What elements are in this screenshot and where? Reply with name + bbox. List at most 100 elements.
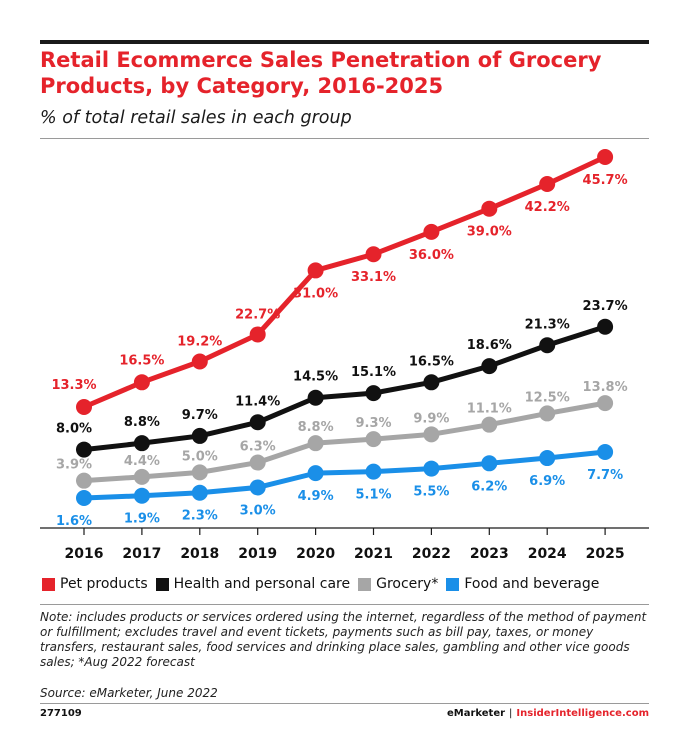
- pet-products-label-2021: 33.1%: [351, 270, 396, 285]
- food-and-beverage-label-2025: 7.7%: [587, 468, 623, 483]
- health-and-personal-care-label-2019: 11.4%: [235, 394, 280, 409]
- health-and-personal-care-point-2024: [539, 337, 556, 354]
- chart-source: Source: eMarketer, June 2022: [40, 686, 218, 700]
- legend-label-food-and-beverage: Food and beverage: [464, 576, 600, 592]
- health-and-personal-care-label-2016: 8.0%: [56, 422, 92, 437]
- grocery-label-2018: 5.0%: [182, 449, 218, 464]
- grocery-point-2017: [133, 468, 150, 485]
- legend-swatch-grocery: [358, 577, 372, 591]
- line-chart: 13.3% 16.5% 19.2% 22.7% 31.0% 33.1% 36.0% 39.0%…: [40, 149, 649, 562]
- health-and-personal-care-point-2019: [249, 414, 266, 431]
- health-and-personal-care-label-2017: 8.8%: [124, 415, 160, 430]
- legend-label-grocery: Grocery*: [376, 576, 439, 592]
- legend-item-grocery: Grocery*: [358, 576, 438, 592]
- legend-item-pet-products: Pet products: [42, 576, 148, 592]
- pet-products-line: [81, 154, 608, 410]
- x-tick-label-2017: 2017: [122, 546, 161, 562]
- health-and-personal-care-label-2023: 18.6%: [467, 338, 512, 353]
- food-and-beverage-label-2022: 5.5%: [413, 485, 449, 500]
- food-and-beverage-label-2016: 1.6%: [56, 514, 92, 529]
- food-and-beverage-label-2021: 5.1%: [355, 488, 391, 503]
- chart-subtitle: % of total retail sales in each group: [40, 108, 352, 128]
- chart-id: 277109: [40, 708, 82, 719]
- grocery-label-2016: 3.9%: [56, 458, 92, 473]
- pet-products-label-2023: 39.0%: [467, 225, 512, 240]
- grocery-point-2016: [76, 472, 92, 489]
- legend-label-pet-products: Pet products: [60, 576, 148, 592]
- pet-products-point-2021: [365, 246, 382, 263]
- pet-products-point-2024: [539, 176, 556, 193]
- food-and-beverage-point-2018: [191, 484, 208, 501]
- food-and-beverage-point-2019: [249, 479, 266, 496]
- food-and-beverage-point-2024: [539, 450, 556, 467]
- food-and-beverage-label-2024: 6.9%: [529, 474, 565, 489]
- footer-divider: [40, 604, 649, 605]
- health-and-personal-care-label-2020: 14.5%: [293, 370, 338, 385]
- chart-note: Note: includes products or services orde…: [40, 610, 647, 669]
- grocery-point-2020: [307, 435, 324, 452]
- grocery-point-2023: [481, 416, 498, 433]
- x-tick-label-2025: 2025: [586, 546, 625, 562]
- brand-insiderintelligence[interactable]: InsiderIntelligence.com: [516, 708, 649, 719]
- grocery-point-2019: [249, 454, 266, 471]
- food-and-beverage-label-2020: 4.9%: [298, 489, 334, 504]
- grocery-point-2018: [191, 464, 208, 481]
- food-and-beverage-point-2025: [597, 444, 614, 460]
- top-rule: [40, 40, 649, 44]
- pet-products-label-2024: 42.2%: [525, 200, 570, 215]
- health-and-personal-care-point-2025: [597, 318, 614, 335]
- grocery-label-2017: 4.4%: [124, 454, 160, 469]
- health-and-personal-care-point-2022: [423, 374, 440, 391]
- grocery-label-2025: 13.8%: [583, 380, 628, 395]
- x-tick-label-2018: 2018: [180, 546, 219, 562]
- grocery-line: [81, 400, 608, 484]
- grocery-point-2021: [365, 431, 382, 448]
- grocery-label-2020: 8.8%: [298, 420, 334, 435]
- food-and-beverage-point-2020: [307, 465, 324, 482]
- health-and-personal-care-point-2018: [191, 427, 208, 444]
- legend-item-food-and-beverage: Food and beverage: [446, 576, 599, 592]
- chart-title: Retail Ecommerce Sales Penetration of Gr…: [40, 48, 602, 98]
- grocery-label-2022: 9.9%: [413, 411, 449, 426]
- health-and-personal-care-label-2022: 16.5%: [409, 354, 454, 369]
- pet-products-point-2022: [423, 223, 440, 240]
- health-and-personal-care-point-2016: [76, 441, 92, 458]
- health-and-personal-care-line: [81, 324, 608, 453]
- x-tick-label-2016: 2016: [65, 546, 104, 562]
- pet-products-label-2018: 19.2%: [177, 334, 222, 349]
- food-and-beverage-point-2022: [423, 460, 440, 477]
- grocery-point-2022: [423, 426, 440, 443]
- pet-products-label-2020: 31.0%: [293, 286, 338, 301]
- bottom-divider: [40, 703, 649, 704]
- brand-credit[interactable]: eMarketer | InsiderIntelligence.com: [447, 708, 649, 719]
- legend-swatch-health-and-personal-care: [155, 577, 169, 591]
- legend-item-health-and-personal-care: Health and personal care: [155, 576, 350, 592]
- food-and-beverage-point-2023: [481, 455, 498, 472]
- x-tick-label-2020: 2020: [296, 546, 335, 562]
- pet-products-label-2016: 13.3%: [51, 378, 96, 393]
- pet-products-label-2017: 16.5%: [119, 353, 164, 368]
- grocery-label-2024: 12.5%: [525, 390, 570, 405]
- grocery-point-2025: [597, 395, 614, 412]
- x-tick-label-2022: 2022: [412, 546, 451, 562]
- pet-products-point-2019: [249, 326, 266, 343]
- grocery-label-2023: 11.1%: [467, 402, 512, 417]
- food-and-beverage-point-2017: [133, 487, 150, 504]
- brand-emarketer[interactable]: eMarketer: [446, 708, 506, 719]
- x-tick-label-2024: 2024: [528, 546, 567, 562]
- pet-products-point-2023: [481, 200, 498, 217]
- pet-products-label-2022: 36.0%: [409, 248, 454, 263]
- health-and-personal-care-point-2023: [481, 358, 498, 375]
- pet-products-point-2016: [76, 399, 92, 415]
- food-and-beverage-label-2019: 3.0%: [240, 503, 276, 518]
- pet-products-point-2020: [307, 262, 324, 279]
- pet-products-point-2025: [597, 149, 614, 165]
- x-tick-label-2023: 2023: [470, 546, 509, 562]
- header-divider: [40, 138, 649, 139]
- legend-swatch-pet-products: [42, 577, 55, 591]
- food-and-beverage-line: [81, 449, 608, 501]
- food-and-beverage-point-2016: [76, 490, 92, 506]
- x-tick-label-2021: 2021: [354, 546, 393, 562]
- pet-products-label-2019: 22.7%: [235, 307, 280, 322]
- health-and-personal-care-label-2021: 15.1%: [351, 365, 396, 380]
